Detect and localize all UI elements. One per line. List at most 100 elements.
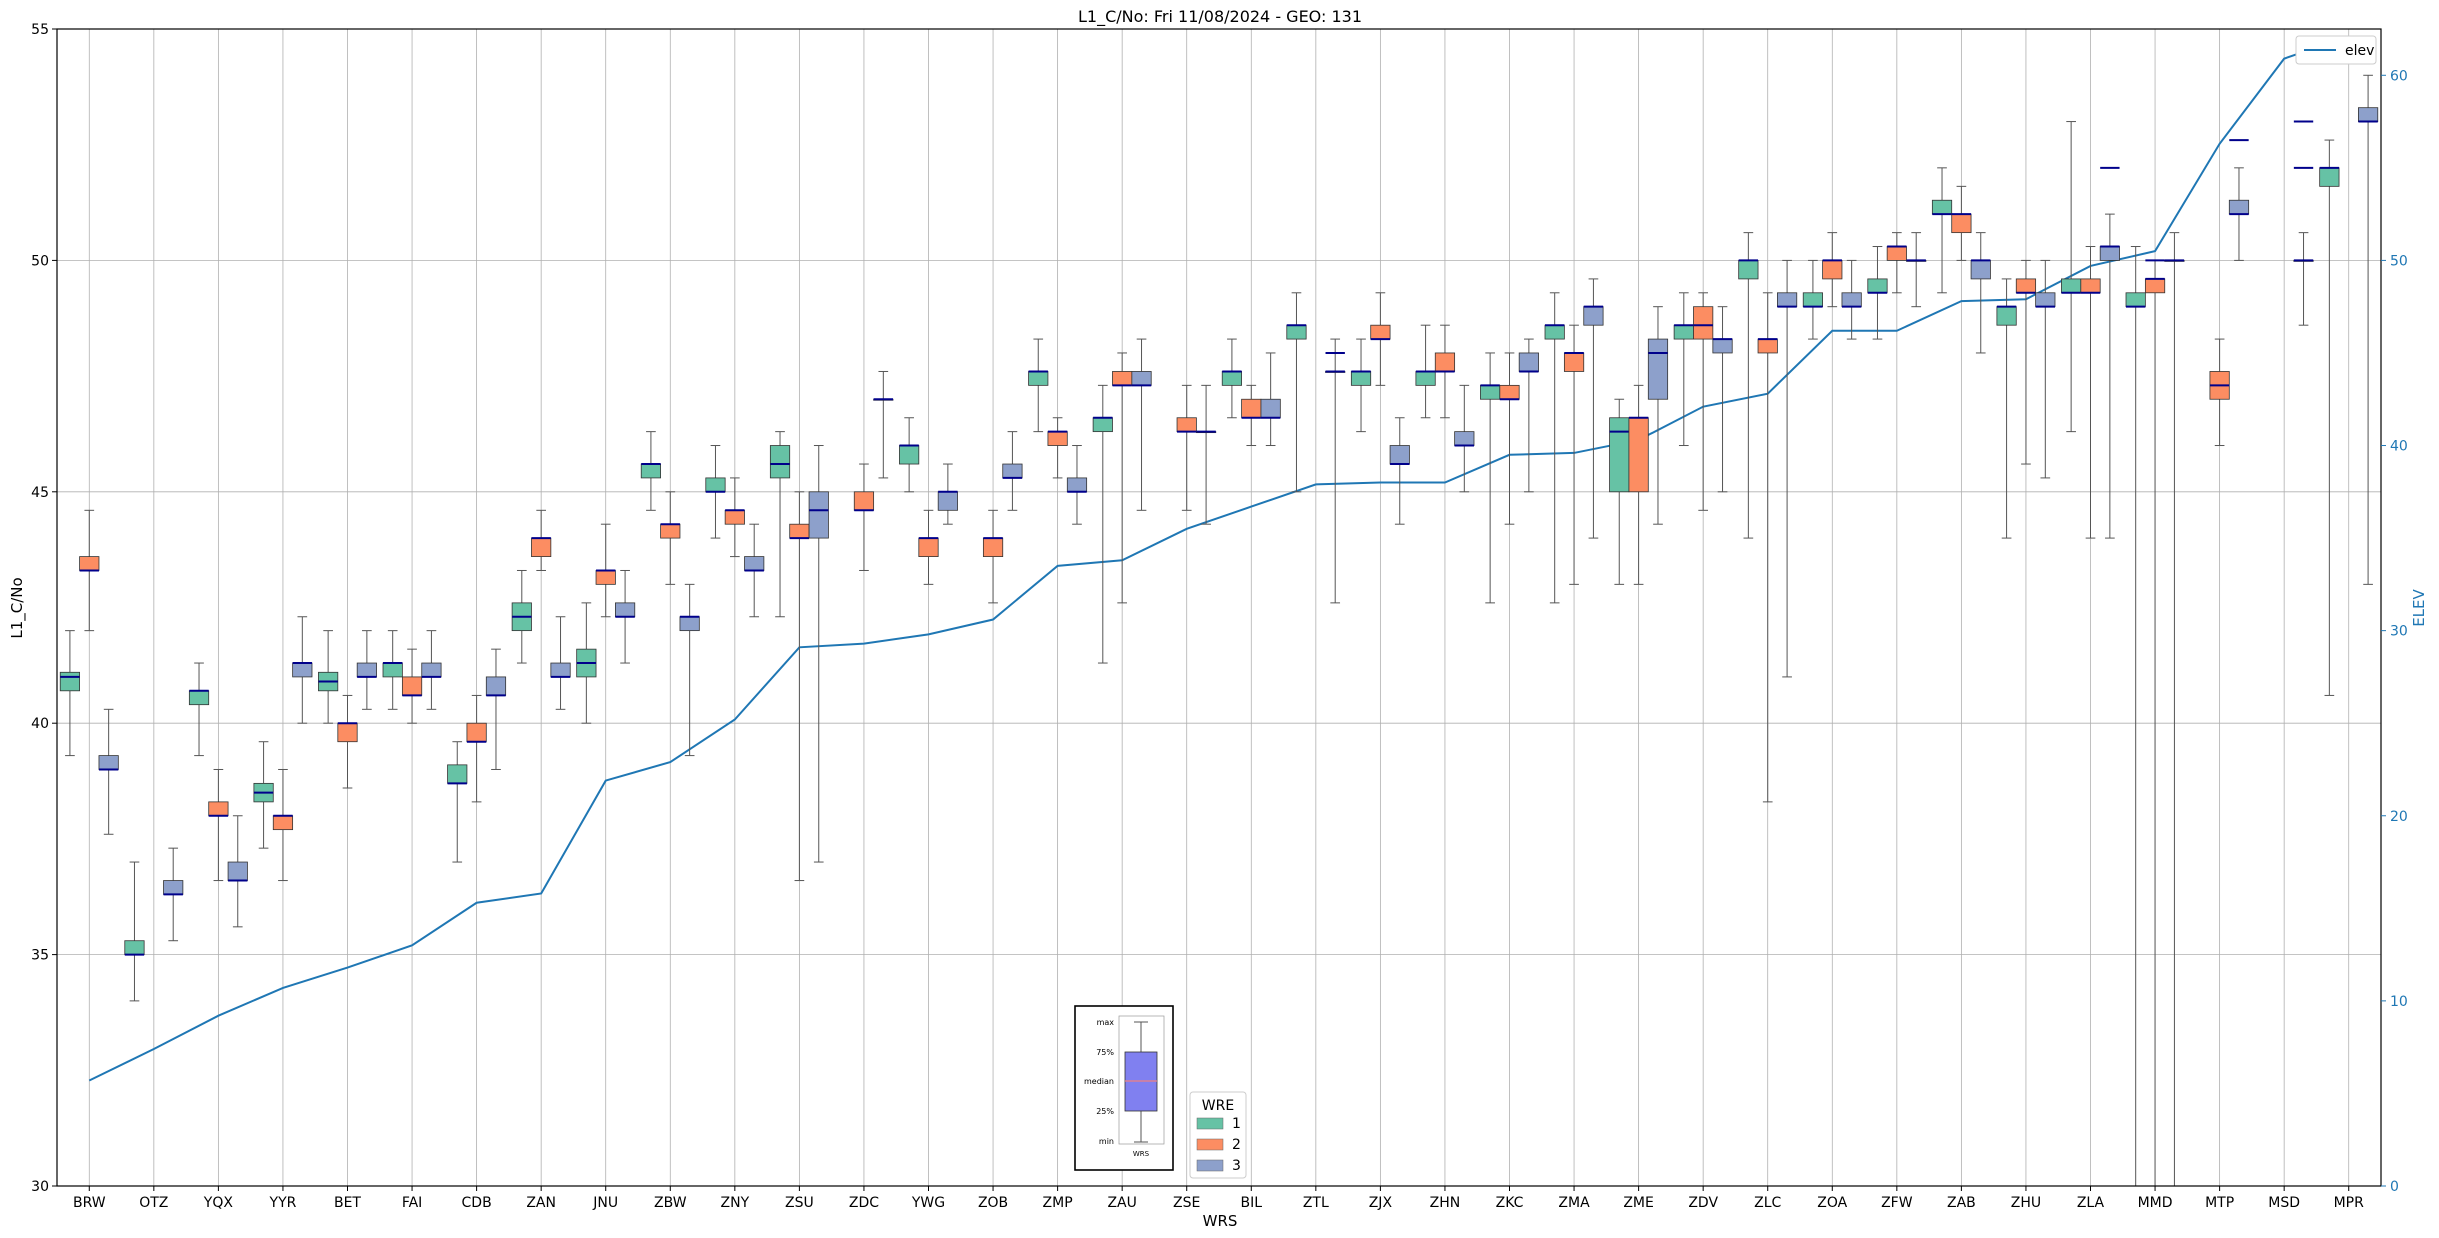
box-body bbox=[356, 662, 377, 678]
box-2-ZBW bbox=[660, 491, 681, 585]
x-tick-label: YYR bbox=[269, 1195, 297, 1211]
box-1-ZDV bbox=[1673, 292, 1694, 447]
elev-line-group bbox=[88, 35, 2350, 1082]
box-1-ZHN bbox=[1415, 324, 1436, 419]
wre-legend-label-1: 1 bbox=[1232, 1116, 1241, 1132]
box-body bbox=[789, 523, 810, 539]
x-tick-label: YQX bbox=[203, 1195, 234, 1211]
box-1-ZMA bbox=[1544, 292, 1565, 604]
y2-tick-label: 10 bbox=[2390, 994, 2408, 1010]
box-body bbox=[1389, 445, 1410, 465]
box-body bbox=[937, 491, 958, 511]
box-2-ZLC bbox=[1757, 292, 1778, 803]
x-tick-label: ZME bbox=[1623, 1195, 1654, 1211]
box-2-BET bbox=[337, 694, 358, 789]
box-2-ZLA bbox=[2080, 246, 2101, 539]
box-body bbox=[124, 940, 145, 956]
x-tick-label: ZLC bbox=[1754, 1195, 1781, 1211]
box-1-YWG bbox=[899, 417, 920, 493]
x-axis-label: WRS bbox=[1203, 1212, 1238, 1230]
box-body bbox=[1996, 306, 2017, 326]
box-1-ZAN bbox=[511, 569, 532, 664]
x-tick-label: ZBW bbox=[654, 1195, 687, 1211]
box-1-ZLA bbox=[2061, 121, 2082, 433]
y-tick-label: 40 bbox=[31, 716, 49, 732]
box-body bbox=[1002, 463, 1023, 479]
box-2-ZAU bbox=[1112, 352, 1133, 604]
box-3-ZFW bbox=[1906, 232, 1927, 308]
box-body bbox=[163, 880, 184, 895]
box-1-ZFW bbox=[1867, 246, 1888, 340]
x-tick-label: ZTL bbox=[1303, 1195, 1329, 1211]
box-3-ZNY bbox=[744, 523, 765, 618]
box-body bbox=[98, 755, 119, 770]
box-1-MMD bbox=[2125, 246, 2146, 1186]
x-tick-label: ZHU bbox=[2011, 1195, 2041, 1211]
wre-legend-label-3: 3 bbox=[1232, 1158, 1241, 1174]
box-body bbox=[899, 445, 920, 465]
box-3-FAI bbox=[421, 630, 442, 710]
elev-line bbox=[88, 35, 2350, 1082]
box-body bbox=[2080, 278, 2101, 294]
box-2-ZAB bbox=[1951, 185, 1972, 261]
x-tick-label: YWG bbox=[911, 1195, 945, 1211]
box-1-ZMP bbox=[1028, 338, 1049, 433]
box-2-JNU bbox=[595, 523, 616, 618]
key-label-max: max bbox=[1097, 1018, 1115, 1027]
box-body bbox=[744, 556, 765, 571]
x-tick-label: ZDC bbox=[849, 1195, 879, 1211]
box-body bbox=[853, 491, 875, 511]
box-key-diagram: max 75% median 25% min WRS bbox=[1074, 1005, 1174, 1171]
box-body bbox=[1628, 417, 1649, 493]
box-1-MPR bbox=[2319, 139, 2340, 696]
box-3-YYR bbox=[292, 616, 313, 724]
box-body bbox=[1802, 292, 1823, 308]
box-body bbox=[1260, 398, 1281, 419]
y-tick-label: 55 bbox=[31, 22, 49, 38]
box-2-FAI bbox=[401, 648, 423, 724]
box-3-MSD bbox=[2293, 232, 2314, 326]
box-2-ZME bbox=[1628, 384, 1649, 585]
box-3-ZTL bbox=[1325, 338, 1346, 604]
box-2-ZAN bbox=[531, 509, 552, 571]
y2-tick-label: 40 bbox=[2390, 439, 2408, 455]
box-1-ZSU bbox=[769, 431, 791, 618]
box-body bbox=[1518, 352, 1539, 372]
box-body bbox=[2015, 278, 2037, 294]
x-tick-label: MMD bbox=[2138, 1195, 2173, 1211]
box-body bbox=[421, 662, 442, 678]
box-body bbox=[2061, 278, 2082, 294]
box-body bbox=[1886, 246, 1907, 261]
box-2-ZJX bbox=[1370, 292, 1391, 386]
x-tick-label: ZFW bbox=[1881, 1195, 1913, 1211]
box-body bbox=[1499, 384, 1520, 400]
box-1-ZAB bbox=[1931, 167, 1953, 294]
box-3-ZAN bbox=[550, 616, 571, 710]
box-3-ZOA bbox=[1841, 259, 1862, 340]
x-tick-label: ZAB bbox=[1947, 1195, 1976, 1211]
x-tick-label: ZDV bbox=[1688, 1195, 1718, 1211]
box-body bbox=[1434, 352, 1456, 372]
box-body bbox=[1970, 259, 1991, 280]
box-body bbox=[1176, 417, 1197, 433]
x-axis: BRW OTZ YQX YYR BET FAI CDB ZAN JNU ZBW ZNY ZSU ZDC Y… bbox=[73, 1186, 2364, 1211]
box-3-MPR bbox=[2358, 74, 2379, 585]
x-tick-label: ZKC bbox=[1496, 1195, 1524, 1211]
box-2-YYR bbox=[272, 768, 294, 882]
x-tick-label: CDB bbox=[462, 1195, 492, 1211]
wre-legend-swatch-3 bbox=[1196, 1159, 1224, 1172]
box-1-BRW bbox=[59, 630, 80, 757]
box-body bbox=[1563, 352, 1585, 372]
box-3-ZSE bbox=[1196, 384, 1217, 525]
x-tick-label: ZOA bbox=[1817, 1195, 1847, 1211]
box-body bbox=[1047, 431, 1068, 446]
box-3-ZAU bbox=[1131, 338, 1152, 511]
elev-legend: elev bbox=[2295, 35, 2377, 65]
x-tick-label: ZMA bbox=[1558, 1195, 1590, 1211]
box-body bbox=[227, 861, 248, 881]
box-body bbox=[401, 676, 423, 696]
box-2-ZSE bbox=[1176, 384, 1197, 511]
x-tick-label: BET bbox=[334, 1195, 361, 1211]
box-plots bbox=[59, 74, 2379, 1186]
box-body bbox=[292, 662, 313, 678]
